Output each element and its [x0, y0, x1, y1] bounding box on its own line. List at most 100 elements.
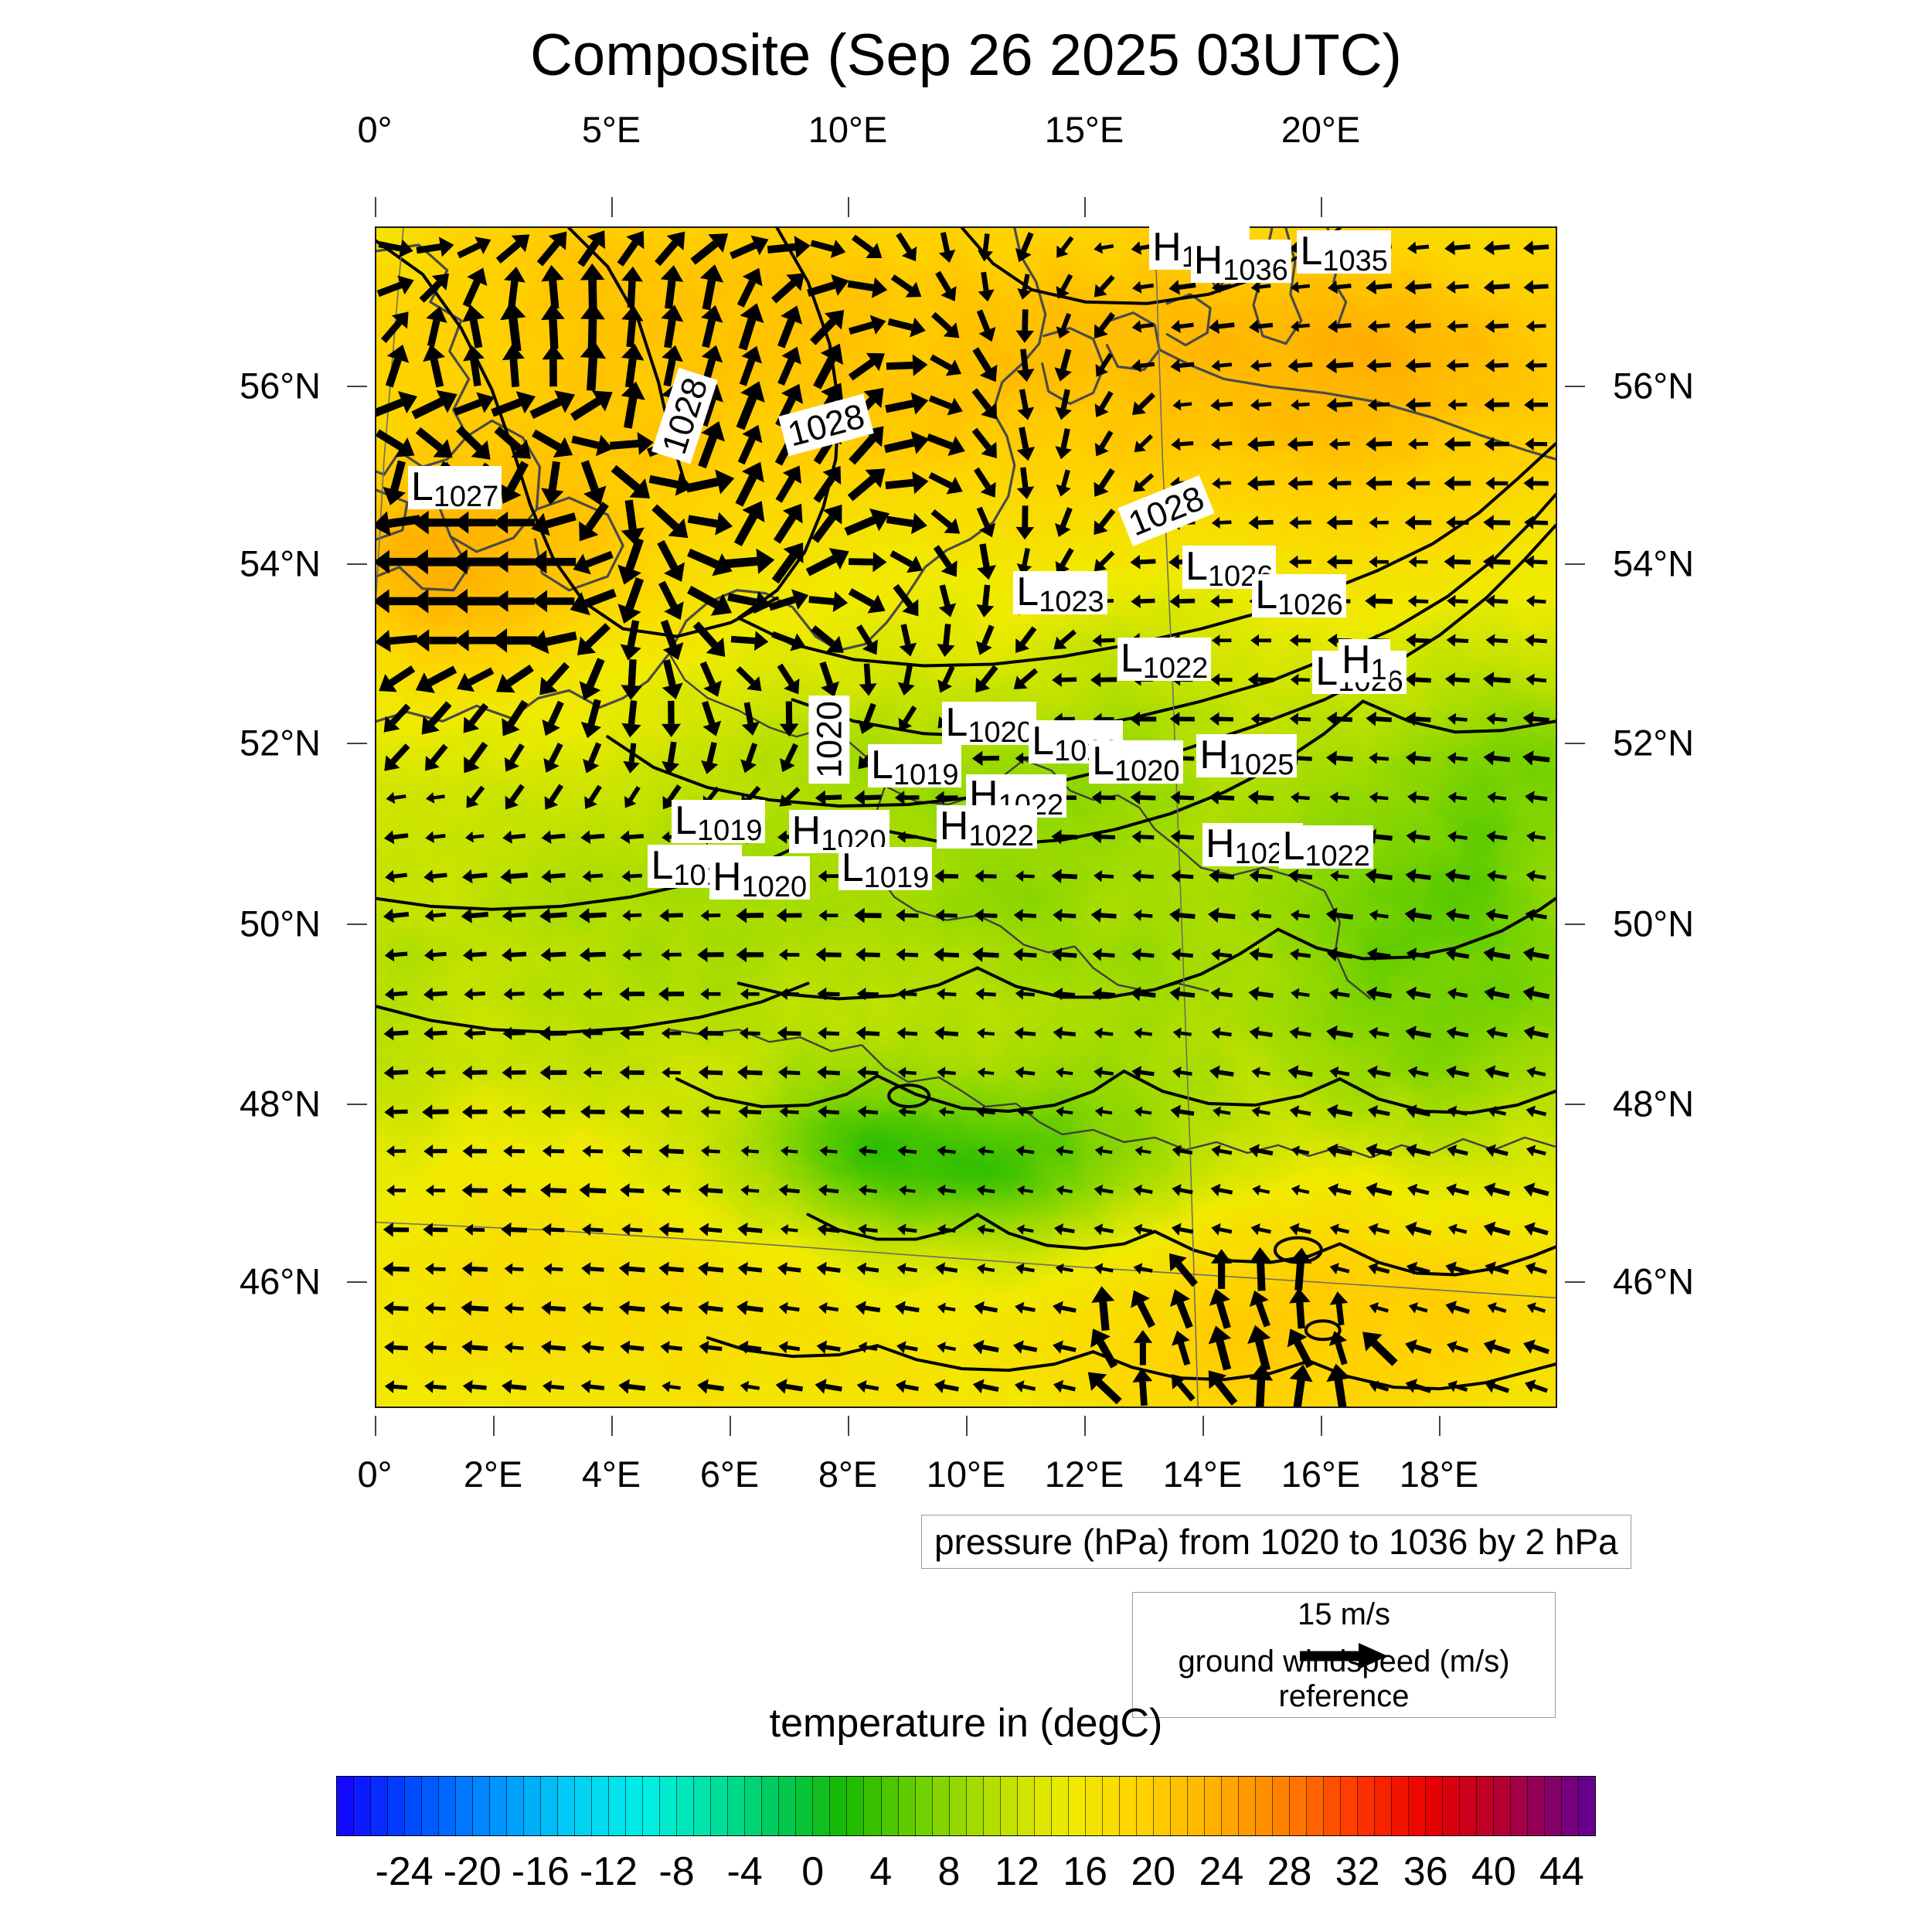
colorbar-cell	[1085, 1777, 1103, 1835]
wind-arrow-head	[700, 1105, 709, 1118]
wind-arrow-head	[698, 1301, 709, 1315]
wind-arrow	[945, 1110, 954, 1114]
wind-arrow-head	[741, 721, 760, 736]
wind-arrow	[457, 242, 481, 259]
wind-arrow	[903, 663, 913, 685]
wind-arrow-head	[817, 1026, 827, 1040]
wind-arrow-head	[504, 1302, 513, 1315]
colorbar-tick: 16	[1063, 1849, 1108, 1894]
wind-arrow	[930, 509, 952, 529]
wind-arrow-head	[621, 343, 645, 361]
wind-arrow-head	[530, 630, 549, 655]
wind-arrow	[393, 1305, 409, 1311]
wind-arrow-head	[1056, 484, 1071, 497]
wind-arrow	[1492, 1226, 1511, 1236]
colorbar[interactable]	[336, 1776, 1596, 1836]
wind-arrow	[1297, 873, 1313, 880]
wind-arrow-head	[976, 1263, 985, 1274]
wind-arrow	[1063, 1189, 1073, 1193]
wind-arrow-head	[621, 1223, 631, 1236]
axis-tick	[347, 386, 367, 388]
wind-arrow-head	[753, 631, 769, 651]
wind-arrow	[903, 1305, 920, 1313]
wind-arrow	[890, 274, 913, 292]
wind-arrow-head	[1326, 1104, 1338, 1119]
wind-arrow	[733, 514, 757, 547]
wind-arrow-head	[976, 641, 992, 655]
wind-arrow-head	[619, 1065, 630, 1080]
wind-arrow	[708, 1110, 721, 1114]
wind-arrow-head	[541, 1104, 551, 1119]
wind-arrow-head	[1327, 633, 1338, 648]
wind-arrow	[1415, 952, 1430, 959]
wind-arrow	[1375, 1187, 1393, 1196]
wind-arrow-head	[1366, 359, 1377, 373]
wind-arrow-head	[668, 518, 689, 539]
wind-arrow	[491, 398, 522, 417]
wind-arrow	[1140, 1070, 1155, 1077]
wind-arrow-head	[1094, 1263, 1104, 1275]
wind-arrow-head	[621, 381, 645, 400]
colorbar-cell	[813, 1777, 831, 1835]
wind-arrow-head	[1134, 1027, 1142, 1039]
wind-arrow-head	[1248, 986, 1260, 1001]
wind-arrow-head	[384, 1340, 394, 1355]
wind-arrow	[1298, 913, 1311, 919]
wind-arrow-head	[661, 1027, 670, 1039]
colorbar-tick: -20	[443, 1849, 502, 1894]
wind-arrow-head	[700, 760, 719, 774]
wind-arrow-head	[747, 676, 762, 692]
wind-arrow-head	[1289, 515, 1298, 529]
wind-arrow	[1376, 323, 1390, 328]
wind-arrow-head	[1014, 1380, 1025, 1393]
wind-arrow	[1258, 873, 1273, 879]
wind-arrow-head	[423, 1341, 434, 1354]
wind-arrow	[550, 1305, 566, 1311]
wind-arrow	[1100, 992, 1116, 998]
wind-arrow	[984, 1110, 995, 1115]
wind-arrow	[1179, 913, 1196, 919]
wind-arrow-head	[1092, 987, 1102, 1001]
wind-arrow	[944, 1227, 956, 1233]
wind-arrow-head	[702, 720, 722, 736]
wind-arrow	[747, 1345, 762, 1352]
wind-arrow	[648, 474, 679, 488]
wind-arrow-head	[831, 274, 849, 296]
wind-arrow-head	[675, 473, 693, 496]
wind-arrow-head	[617, 564, 641, 585]
wind-arrow-head	[1483, 947, 1495, 962]
wind-arrow	[972, 347, 992, 372]
wind-arrow	[768, 596, 796, 611]
wind-arrow	[698, 435, 717, 469]
wind-arrow	[1060, 629, 1077, 645]
wind-arrow-head	[1015, 1301, 1025, 1315]
wind-arrow	[1141, 913, 1153, 918]
wind-arrow-head	[1013, 947, 1023, 961]
wind-arrow	[1061, 873, 1077, 879]
wind-arrow-head	[664, 601, 684, 621]
wind-arrow-head	[780, 1224, 789, 1236]
wind-arrow-head	[972, 1339, 985, 1355]
wind-arrow	[1337, 1227, 1350, 1234]
wind-arrow-head	[1447, 831, 1457, 843]
wind-arrow-head	[1013, 675, 1028, 690]
wind-arrow	[1175, 1262, 1199, 1287]
wind-arrow-head	[385, 869, 395, 883]
wind-arrow-head	[1485, 594, 1495, 608]
wind-arrow-head	[867, 594, 886, 614]
wind-arrow	[1532, 1187, 1549, 1196]
wind-arrow-head	[1131, 594, 1141, 608]
wind-arrow	[1336, 755, 1353, 762]
wind-arrow	[809, 318, 836, 345]
wind-arrow-head	[376, 589, 389, 614]
wind-arrow-head	[660, 1105, 670, 1118]
wind-arrow	[1414, 912, 1432, 920]
wind-arrow-head	[816, 1340, 828, 1355]
wind-arrow	[1063, 1267, 1073, 1273]
wind-arrow-head	[1016, 369, 1035, 383]
wind-arrow	[1293, 1379, 1305, 1406]
wind-arrow	[1294, 1340, 1314, 1369]
weather-map[interactable]	[375, 226, 1557, 1408]
wind-arrow	[886, 515, 913, 528]
wind-arrow	[1099, 1301, 1110, 1332]
